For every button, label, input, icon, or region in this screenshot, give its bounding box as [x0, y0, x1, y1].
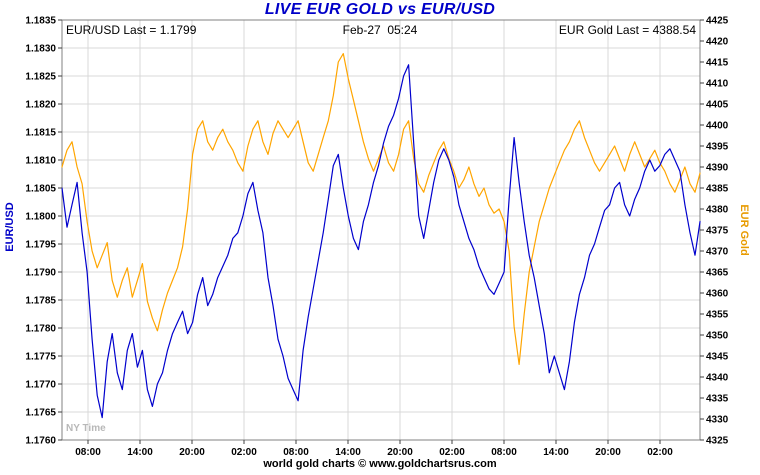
svg-text:1.1820: 1.1820 — [25, 100, 56, 111]
svg-text:1.1790: 1.1790 — [25, 268, 56, 279]
svg-text:1.1785: 1.1785 — [25, 296, 56, 307]
svg-text:4330: 4330 — [706, 415, 729, 426]
svg-text:1.1825: 1.1825 — [25, 72, 56, 83]
svg-text:1.1830: 1.1830 — [25, 44, 56, 55]
svg-text:4405: 4405 — [706, 100, 729, 111]
svg-text:4355: 4355 — [706, 310, 729, 321]
svg-text:20:00: 20:00 — [595, 447, 621, 458]
svg-text:1.1835: 1.1835 — [25, 16, 56, 27]
svg-text:4400: 4400 — [706, 121, 729, 132]
svg-text:08:00: 08:00 — [283, 447, 309, 458]
timestamp-label: Feb-27 05:24 — [342, 23, 418, 37]
svg-text:4370: 4370 — [706, 247, 729, 258]
svg-text:02:00: 02:00 — [647, 447, 673, 458]
svg-text:4385: 4385 — [706, 184, 729, 195]
svg-text:14:00: 14:00 — [127, 447, 153, 458]
left-axis-title: EUR/USD — [4, 202, 16, 252]
svg-text:4410: 4410 — [706, 79, 729, 90]
svg-text:02:00: 02:00 — [231, 447, 257, 458]
svg-text:4395: 4395 — [706, 142, 729, 153]
right-axis-title: EUR Gold — [738, 204, 750, 256]
svg-text:4335: 4335 — [706, 394, 729, 405]
svg-text:1.1760: 1.1760 — [25, 436, 56, 447]
svg-text:4390: 4390 — [706, 163, 729, 174]
svg-text:08:00: 08:00 — [491, 447, 517, 458]
svg-text:20:00: 20:00 — [387, 447, 413, 458]
svg-text:08:00: 08:00 — [75, 447, 101, 458]
svg-text:4340: 4340 — [706, 373, 729, 384]
svg-text:14:00: 14:00 — [543, 447, 569, 458]
svg-text:4350: 4350 — [706, 331, 729, 342]
svg-text:20:00: 20:00 — [179, 447, 205, 458]
svg-text:1.1770: 1.1770 — [25, 380, 56, 391]
svg-text:4325: 4325 — [706, 436, 729, 447]
svg-text:14:00: 14:00 — [335, 447, 361, 458]
svg-text:4425: 4425 — [706, 16, 729, 27]
svg-text:4375: 4375 — [706, 226, 729, 237]
svg-text:1.1775: 1.1775 — [25, 352, 56, 363]
svg-text:4360: 4360 — [706, 289, 729, 300]
svg-text:1.1795: 1.1795 — [25, 240, 56, 251]
eurusd-last-label: EUR/USD Last = 1.1799 — [66, 23, 197, 37]
svg-text:02:00: 02:00 — [439, 447, 465, 458]
gold-last-label: EUR Gold Last = 4388.54 — [558, 23, 696, 37]
chart-title: LIVE EUR GOLD vs EUR/USD — [264, 1, 496, 18]
footer-caption: world gold charts © www.goldchartsrus.co… — [263, 458, 497, 470]
svg-text:4365: 4365 — [706, 268, 729, 279]
svg-text:1.1810: 1.1810 — [25, 156, 56, 167]
svg-text:1.1765: 1.1765 — [25, 408, 56, 419]
svg-text:1.1780: 1.1780 — [25, 324, 56, 335]
svg-text:4380: 4380 — [706, 205, 729, 216]
svg-text:1.1800: 1.1800 — [25, 212, 56, 223]
svg-text:4420: 4420 — [706, 37, 729, 48]
svg-text:1.1815: 1.1815 — [25, 128, 56, 139]
svg-text:4345: 4345 — [706, 352, 729, 363]
svg-text:1.1805: 1.1805 — [25, 184, 56, 195]
ny-time-label: NY Time — [66, 423, 106, 434]
svg-text:4415: 4415 — [706, 58, 729, 69]
